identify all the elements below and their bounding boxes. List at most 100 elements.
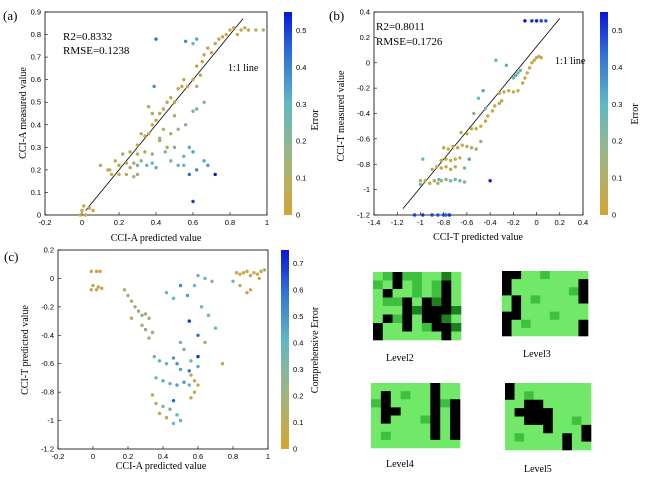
data-point (91, 283, 95, 288)
grid-cell (371, 439, 382, 449)
grid-cell (524, 441, 534, 451)
data-point (437, 177, 441, 182)
data-point (206, 163, 210, 168)
grid-cell (571, 399, 582, 409)
grid-cell (440, 383, 451, 392)
y-tick-label: -1 (363, 185, 370, 194)
data-point (169, 96, 173, 100)
data-point (421, 157, 425, 161)
grid-cell (552, 416, 563, 426)
grid-cell (440, 439, 451, 449)
x-tick-label: 1 (265, 218, 269, 227)
grid-cell (420, 383, 431, 392)
y-tick-label: -0.2 (357, 84, 370, 93)
data-point (544, 19, 548, 23)
grid-cell (451, 280, 462, 290)
grid-cell (420, 431, 431, 441)
data-point (217, 37, 221, 41)
data-point (182, 154, 186, 159)
data-point (139, 159, 143, 163)
grid-cell (540, 295, 551, 304)
level-label: Level2 (386, 353, 414, 364)
data-point (493, 104, 497, 108)
data-point (129, 299, 134, 303)
grid-cell (502, 279, 512, 288)
grid-cell (441, 289, 452, 298)
data-point (164, 362, 169, 366)
grid-cell (502, 295, 512, 304)
data-point (82, 204, 86, 208)
grid-cell (505, 424, 515, 434)
data-point (453, 177, 457, 182)
data-point (243, 26, 247, 30)
data-point (196, 383, 200, 387)
grid-cell (441, 297, 452, 307)
grid-cell (505, 416, 515, 426)
y-axis-label: CCI-T predicted value (20, 305, 31, 395)
grid-cell (441, 314, 452, 324)
grid-cell (440, 431, 451, 441)
grid-cell (420, 391, 431, 400)
data-point (171, 398, 176, 403)
grid-cell (511, 295, 522, 304)
data-point (152, 354, 156, 359)
grid-cell (549, 295, 560, 304)
data-point (191, 41, 195, 46)
data-point (446, 147, 451, 151)
colorbar-tick-label: 0.2 (296, 137, 306, 146)
grid-cell (450, 399, 461, 408)
x-ticks: -0.2 0 0.2 0.4 0.6 0.8 1 (39, 212, 269, 227)
grid-cell (380, 423, 392, 433)
grid-cell (382, 289, 393, 298)
grid-cell (502, 271, 512, 280)
data-point (172, 145, 177, 150)
data-point (423, 179, 427, 183)
x-tick-label: -0.4 (484, 218, 497, 227)
grid-cell (420, 439, 431, 449)
data-point (146, 105, 151, 109)
grid-cell (431, 280, 442, 290)
grid-cell (373, 314, 384, 324)
y-tick-label: 0.2 (44, 246, 54, 255)
grid-cell (392, 297, 403, 307)
data-point (154, 401, 158, 406)
data-point (412, 213, 417, 217)
data-point (490, 109, 495, 113)
grid-cell (373, 297, 384, 307)
data-point (436, 213, 440, 217)
grid-cell (543, 416, 554, 426)
grid-cell (373, 323, 384, 332)
grid-cell (521, 303, 531, 312)
data-point (129, 316, 134, 320)
data-point (135, 152, 140, 156)
grid-cell (533, 383, 544, 392)
data-point (220, 362, 225, 366)
data-point (479, 124, 483, 128)
grid-cell (380, 407, 392, 416)
x-tick-label: -0.8 (437, 218, 450, 227)
grid-cell (402, 323, 413, 332)
data-point (469, 127, 474, 131)
data-point (479, 139, 483, 144)
data-point (248, 273, 253, 278)
grid-cell (505, 408, 515, 417)
grid-cell (514, 433, 525, 442)
grid-cell (390, 423, 401, 433)
data-point (109, 172, 114, 177)
data-point (171, 296, 176, 301)
grid-cell (533, 391, 544, 401)
grid-cell (371, 383, 382, 392)
level-grids: Level2 Level3 Level4 Level5 (371, 271, 592, 475)
grid-cell (382, 280, 393, 290)
grid-cell (430, 407, 441, 416)
panel-label: (b) (329, 8, 344, 23)
data-point (198, 73, 203, 77)
data-point (94, 288, 99, 292)
data-point (187, 145, 191, 150)
grid-cell (402, 289, 413, 298)
data-point (157, 359, 162, 363)
colorbar-tick-label: 0.2 (612, 137, 622, 146)
data-point (187, 369, 191, 373)
grid-cell (581, 408, 592, 417)
data-point (171, 421, 176, 426)
